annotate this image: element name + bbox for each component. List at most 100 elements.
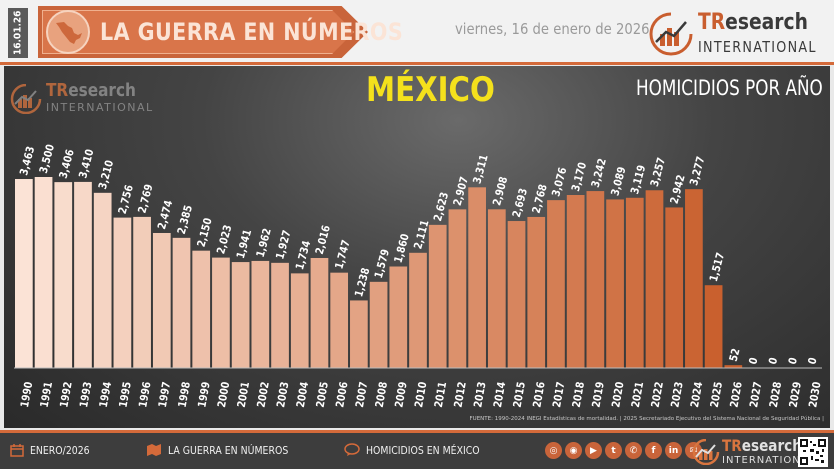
instagram-icon[interactable]: ◉ bbox=[565, 442, 582, 459]
bar-1999 bbox=[192, 250, 211, 368]
bar-2007 bbox=[350, 300, 368, 368]
bar-1993 bbox=[74, 181, 92, 368]
bar-2013 bbox=[468, 187, 486, 368]
tick-label-2018: 2018 bbox=[571, 381, 587, 409]
whatsapp-icon[interactable]: ✆ bbox=[625, 442, 642, 459]
bar-2022 bbox=[645, 190, 664, 368]
footer-section-label: LA GUERRA EN NÚMEROS bbox=[168, 443, 289, 457]
value-label-1994: 3,210 bbox=[97, 159, 116, 191]
bar-1991 bbox=[34, 177, 53, 368]
youtube-icon[interactable]: ▶ bbox=[585, 442, 602, 459]
bar-2014 bbox=[487, 209, 506, 368]
bar-2012 bbox=[448, 209, 467, 368]
bar-2004 bbox=[290, 273, 309, 368]
bar-2002 bbox=[251, 260, 270, 368]
header-date: viernes, 16 de enero de 2026 bbox=[455, 20, 650, 38]
bar-2025 bbox=[704, 285, 723, 368]
header: 16.01.26 LA GUERRA EN NÚMEROS viernes, 1… bbox=[0, 0, 834, 62]
bar-2017 bbox=[547, 200, 565, 368]
value-label-1993: 3,410 bbox=[78, 148, 97, 180]
footer-topic: HOMICIDIOS EN MÉXICO bbox=[344, 443, 500, 457]
tick-label-2009: 2009 bbox=[394, 381, 410, 409]
bar-1995 bbox=[113, 217, 132, 368]
value-label-2028: 0 bbox=[767, 356, 780, 365]
tick-label-2004: 2004 bbox=[295, 381, 311, 409]
tick-label-1992: 1992 bbox=[59, 381, 75, 409]
twitter-icon[interactable]: t bbox=[605, 442, 622, 459]
bar-1994 bbox=[93, 192, 112, 368]
bar-2011 bbox=[428, 224, 447, 368]
logo-international: INTERNATIONAL bbox=[698, 38, 817, 56]
qr-code[interactable] bbox=[798, 437, 828, 467]
value-label-2024: 3,277 bbox=[689, 155, 708, 187]
footer-logo-icon bbox=[692, 439, 720, 465]
tick-label-2016: 2016 bbox=[532, 381, 548, 409]
bar-2003 bbox=[271, 262, 289, 368]
value-label-2001: 1,941 bbox=[235, 228, 254, 260]
footer-logo: TResearch INTERNATIONAL bbox=[692, 435, 814, 469]
tick-label-1999: 1999 bbox=[197, 381, 213, 409]
bar-2015 bbox=[507, 221, 526, 368]
header-divider bbox=[0, 62, 834, 65]
calendar-icon bbox=[10, 444, 24, 457]
tick-label-1997: 1997 bbox=[157, 381, 173, 409]
tick-label-1994: 1994 bbox=[98, 381, 114, 409]
footer-logo-research: esearch bbox=[741, 436, 802, 455]
tick-label-2028: 2028 bbox=[768, 381, 784, 409]
footer-section: LA GUERRA EN NÚMEROS bbox=[146, 443, 309, 457]
tick-label-2010: 2010 bbox=[414, 381, 430, 409]
value-label-2019: 3,242 bbox=[590, 157, 609, 189]
tresearch-logo-icon bbox=[649, 12, 693, 56]
bar-2009 bbox=[389, 266, 408, 368]
value-label-2015: 2,693 bbox=[511, 187, 530, 219]
source-note: FUENTE: 1990-2024 INEGI Estadísticas de … bbox=[469, 416, 824, 422]
facebook-icon[interactable]: f bbox=[645, 442, 662, 459]
tick-label-2015: 2015 bbox=[512, 381, 528, 409]
value-label-2025: 1,517 bbox=[708, 251, 727, 283]
value-label-2014: 2,908 bbox=[492, 176, 511, 208]
value-label-2018: 3,170 bbox=[570, 161, 589, 193]
bar-1990 bbox=[15, 179, 33, 368]
bar-chart: 3,463 1990 3,500 1991 3,406 1992 3,410 1993 3,21… bbox=[14, 143, 824, 409]
bar-2021 bbox=[625, 197, 644, 368]
footer-month-label: ENERO/2026 bbox=[30, 443, 90, 457]
bar-2024 bbox=[685, 189, 703, 368]
value-label-1995: 2,756 bbox=[117, 184, 136, 216]
tick-label-2002: 2002 bbox=[256, 381, 272, 409]
web-icon[interactable]: ◎ bbox=[545, 442, 562, 459]
tick-label-2008: 2008 bbox=[374, 381, 390, 409]
bar-2020 bbox=[606, 199, 624, 368]
value-label-2000: 2,023 bbox=[216, 224, 235, 256]
bar-2023 bbox=[665, 207, 684, 368]
value-label-1998: 2,385 bbox=[176, 204, 195, 236]
social-icons: ◎ ◉ ▶ t ✆ f in ✉ bbox=[545, 442, 702, 459]
tick-label-1996: 1996 bbox=[138, 381, 154, 409]
value-label-1990: 3,463 bbox=[19, 145, 38, 177]
panel-logo-tr: TR bbox=[46, 80, 69, 101]
tick-label-2001: 2001 bbox=[236, 381, 252, 409]
tick-label-2020: 2020 bbox=[611, 381, 627, 409]
tick-label-2021: 2021 bbox=[630, 381, 646, 409]
value-label-2027: 0 bbox=[748, 356, 761, 365]
bar-2006 bbox=[330, 272, 349, 368]
logo-tr: TR bbox=[698, 10, 726, 35]
bar-2026 bbox=[724, 365, 743, 368]
tick-label-2019: 2019 bbox=[591, 381, 607, 409]
value-label-2030: 0 bbox=[807, 356, 820, 365]
logo-research: esearch bbox=[725, 10, 808, 35]
tick-label-2005: 2005 bbox=[315, 381, 331, 409]
bar-1992 bbox=[54, 182, 73, 368]
value-label-1996: 2,769 bbox=[137, 183, 156, 215]
linkedin-icon[interactable]: in bbox=[665, 442, 682, 459]
tick-label-2012: 2012 bbox=[453, 381, 469, 409]
tick-label-1991: 1991 bbox=[39, 381, 55, 409]
bar-2008 bbox=[369, 281, 388, 368]
value-label-2013: 3,311 bbox=[472, 154, 491, 186]
tick-label-2011: 2011 bbox=[433, 381, 449, 409]
chart-panel: 3,463 1990 3,500 1991 3,406 1992 3,410 1993 3,21… bbox=[4, 66, 830, 428]
tick-label-2003: 2003 bbox=[276, 381, 292, 409]
tick-label-1995: 1995 bbox=[118, 381, 134, 409]
bar-2001 bbox=[231, 262, 250, 368]
value-label-1997: 2,474 bbox=[156, 199, 175, 231]
tick-label-2022: 2022 bbox=[650, 381, 666, 409]
